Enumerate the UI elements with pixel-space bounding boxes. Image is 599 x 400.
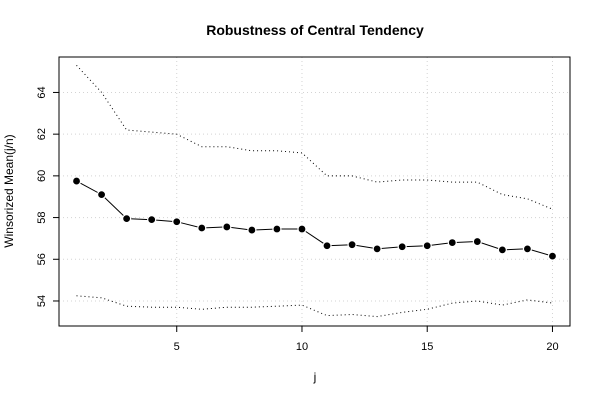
data-point [372, 244, 382, 254]
x-axis-label: j [313, 370, 317, 384]
x-tick-label: 15 [421, 341, 433, 353]
y-tick-label: 60 [36, 170, 48, 182]
data-point [472, 236, 482, 247]
y-axis: 54 56 58 60 62 64 [36, 86, 59, 307]
data-point [447, 237, 457, 248]
data-point [122, 214, 132, 224]
y-tick-label: 58 [36, 211, 48, 223]
data-point [397, 242, 407, 252]
data-point [322, 241, 332, 251]
data-point [247, 225, 257, 235]
series-layer [71, 64, 558, 318]
chart-title: Robustness of Central Tendency [206, 22, 424, 38]
series-line-lower-bound [76, 295, 553, 318]
x-tick-label: 20 [546, 341, 558, 353]
y-tick-label: 54 [36, 295, 48, 307]
x-tick-label: 5 [174, 341, 180, 353]
data-point [147, 215, 157, 225]
data-point [96, 190, 107, 200]
plot-frame [58, 56, 571, 327]
data-point [197, 223, 207, 233]
data-point [522, 244, 533, 254]
data-point [497, 245, 507, 255]
x-tick-label: 10 [296, 341, 308, 353]
y-tick-label: 64 [36, 86, 48, 98]
data-point [222, 222, 232, 232]
data-point [71, 176, 82, 186]
data-point [172, 217, 182, 227]
y-tick-label: 56 [36, 253, 48, 265]
data-point [422, 241, 432, 251]
series-line-upper-bound [76, 64, 553, 210]
data-point [347, 240, 357, 250]
data-point [272, 224, 282, 234]
y-axis-label: Winsorized Mean(j/n) [2, 134, 16, 247]
data-point [297, 224, 307, 234]
data-point [547, 251, 558, 261]
x-axis: 5 10 15 20 [174, 326, 559, 353]
grid [59, 57, 570, 326]
y-tick-label: 62 [36, 128, 48, 140]
